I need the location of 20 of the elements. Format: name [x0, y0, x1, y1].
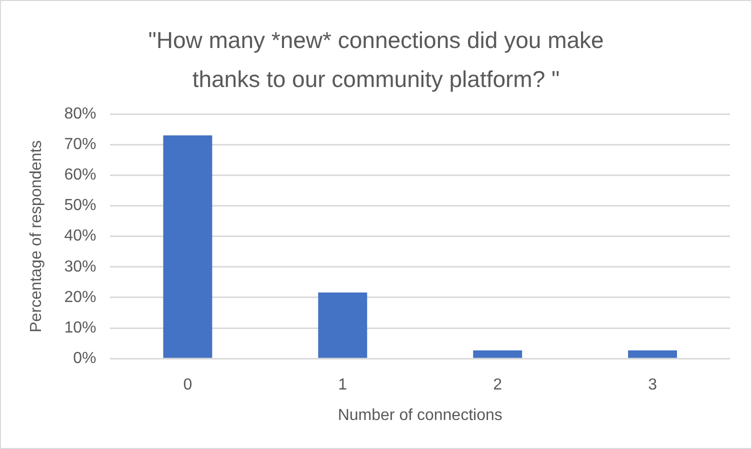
x-tick-label: 3: [648, 376, 658, 394]
y-tick-label: 50%: [64, 197, 96, 214]
x-tick-label: 1: [338, 376, 348, 394]
y-tick-label: 10%: [64, 319, 96, 336]
bar: [163, 135, 212, 358]
y-tick-label: 0%: [73, 350, 96, 368]
y-tick-label: 60%: [64, 166, 96, 184]
y-tick-label: 40%: [64, 228, 96, 245]
x-axis-title: Number of connections: [338, 406, 502, 424]
x-tick-label: 0: [183, 376, 192, 394]
bar: [628, 350, 678, 358]
y-tick-label: 20%: [64, 288, 96, 306]
chart-title: "How many *new* connections did you make thanks to our community platform? ": [147, 26, 605, 94]
x-tick-label: 2: [493, 376, 502, 394]
y-axis-title: Percentage of respondents: [28, 140, 46, 332]
y-tick-label: 70%: [64, 136, 96, 153]
bar: [473, 350, 522, 358]
y-tick-label: 80%: [64, 105, 96, 122]
y-tick-label: 30%: [64, 258, 96, 276]
bar: [318, 292, 368, 358]
